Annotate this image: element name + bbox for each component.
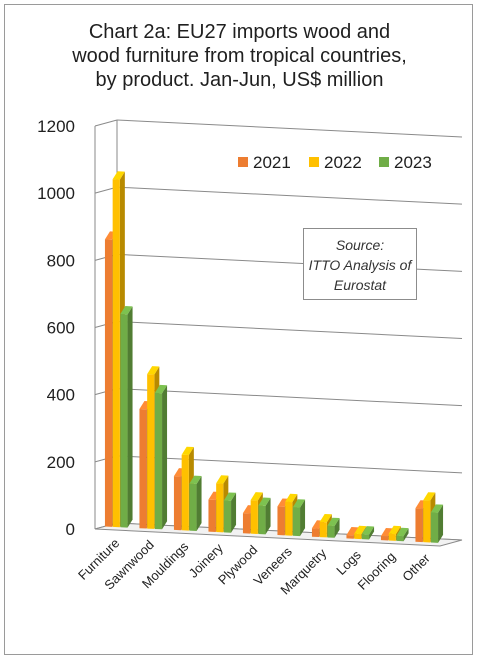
bar-2023-Plywood-top — [258, 497, 271, 506]
bar-2022-Flooring-top — [388, 525, 401, 535]
bar-2023-Mouldings-side — [196, 475, 202, 532]
gridline-side — [94, 119, 118, 127]
bar-2022-Furniture-top — [112, 171, 125, 180]
bar-2023-Plywood-side — [265, 497, 271, 535]
bar-2023-Other — [430, 512, 439, 543]
bar-2022-Furniture — [112, 179, 120, 528]
bar-2023-Veneers — [292, 507, 301, 537]
title-line-1: Chart 2a: EU27 imports wood and — [88, 21, 391, 43]
source-line-3: Eurostat — [333, 277, 387, 293]
bar-2022-Logs — [354, 533, 362, 540]
legend-label-2023: 2023 — [394, 153, 432, 172]
bar-2022-Veneers-top — [285, 493, 298, 503]
bar-2021-Flooring-top — [380, 528, 394, 537]
bar-2022-Other-top — [423, 492, 436, 501]
title-line-3: by product. Jan-Jun, US$ million — [95, 69, 384, 91]
source-line-2: ITTO Analysis of — [308, 257, 412, 273]
bar-2022-Plywood — [250, 500, 258, 535]
legend-swatch-2022 — [309, 157, 319, 167]
legend-label-2021: 2021 — [253, 153, 291, 172]
gridline — [116, 321, 463, 339]
bar-2021-Logs-top — [346, 527, 359, 536]
bar-2023-Marquetry — [327, 525, 335, 538]
bar-2023-Furniture-side — [127, 306, 133, 528]
bar-2021-Other — [415, 508, 423, 543]
bar-2023-Veneers-side — [300, 499, 306, 537]
bar-2021-Sawnwood — [139, 408, 147, 529]
bar-2022-Plywood-top — [250, 492, 263, 501]
legend-label-2022: 2022 — [324, 153, 362, 172]
bar-2023-Flooring-side — [403, 528, 409, 542]
bar-2023-Flooring — [396, 535, 404, 542]
bar-2023-Sawnwood — [154, 392, 163, 530]
bar-2021-Furniture — [104, 239, 113, 527]
y-tick-label: 0 — [66, 520, 75, 539]
bar-2023-Sawnwood-side — [162, 385, 168, 530]
bar-2023-Furniture — [120, 313, 128, 528]
chart-frame — [4, 4, 473, 655]
y-tick-label: 400 — [47, 386, 75, 405]
y-tick-label: 1200 — [37, 117, 75, 136]
bar-2022-Mouldings — [181, 454, 189, 531]
bar-2021-Mouldings — [173, 476, 182, 531]
bar-2023-Other-top — [430, 504, 444, 513]
bar-2022-Sawnwood — [147, 374, 155, 529]
gridline — [116, 388, 463, 407]
y-tick-label: 800 — [47, 251, 75, 270]
bar-2023-Mouldings-top — [189, 475, 202, 484]
bar-2023-Mouldings — [189, 483, 197, 532]
x-tick-label: Logs — [333, 547, 364, 578]
source-box: Source: ITTO Analysis of Eurostat — [303, 228, 417, 300]
bar-2023-Other-side — [438, 504, 444, 543]
bar-2023-Joinery-top — [223, 492, 237, 501]
chart-title: Chart 2a: EU27 imports wood and wood fur… — [0, 20, 479, 92]
title-line-2: wood furniture from tropical countries, — [72, 45, 407, 67]
bar-2023-Joinery — [223, 500, 232, 533]
bar-2022-Logs-top — [354, 525, 367, 535]
x-tick-label: Other — [399, 550, 433, 584]
bar-2023-Joinery-side — [231, 492, 237, 533]
bar-2022-Mouldings-top — [181, 446, 194, 456]
y-tick-label: 1000 — [37, 184, 75, 203]
bar-2023-Plywood — [258, 505, 266, 535]
bar-2022-Marquetry-top — [319, 513, 332, 523]
source-line-1: Source: — [335, 237, 385, 253]
bar-2023-Marquetry-side — [334, 518, 340, 538]
bar-2021-Plywood — [242, 513, 251, 534]
bar-2022-Veneers — [285, 501, 293, 536]
bar-2021-Marquetry — [311, 528, 320, 538]
gridline — [116, 119, 463, 138]
bar-2022-Flooring — [388, 533, 396, 541]
bar-2023-Logs-top — [361, 526, 375, 535]
y-tick-label: 600 — [47, 319, 75, 338]
y-tick-label: 200 — [47, 453, 75, 472]
bar-2021-Logs — [346, 535, 354, 539]
bar-2022-Marquetry — [319, 521, 327, 538]
bar-2023-Sawnwood-top — [154, 384, 168, 394]
bar-2021-Joinery — [208, 499, 216, 532]
bar-2023-Logs — [361, 534, 370, 540]
gridline — [116, 186, 463, 205]
legend-swatch-2023 — [379, 157, 389, 167]
bar-2021-Flooring — [380, 536, 389, 541]
bar-2022-Other — [423, 500, 431, 543]
bar-2023-Logs-side — [369, 526, 375, 540]
bar-2023-Furniture-top — [120, 305, 133, 315]
bar-2022-Joinery — [216, 483, 224, 533]
bar-2023-Veneers-top — [292, 499, 306, 508]
bar-2023-Marquetry-top — [327, 517, 340, 527]
bar-2022-Sawnwood-top — [147, 366, 160, 375]
bar-2022-Joinery-top — [216, 475, 229, 484]
bar-2021-Veneers — [277, 506, 285, 536]
bar-2023-Flooring-top — [396, 527, 409, 537]
gridline — [116, 455, 463, 474]
legend-swatch-2021 — [238, 157, 248, 167]
